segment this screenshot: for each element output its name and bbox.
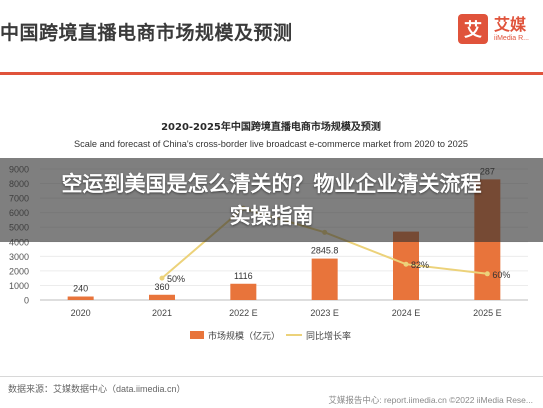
article-title-banner[interactable]: 空运到美国是怎么清关的？物业企业清关流程实操指南 (0, 158, 543, 242)
growth-rate-point (159, 275, 165, 281)
bar-value-label: 240 (73, 284, 88, 294)
x-tick-label: 2024 E (392, 308, 421, 318)
article-title: 空运到美国是怎么清关的？物业企业清关流程实操指南 (61, 172, 482, 228)
y-tick-label: 3000 (9, 252, 29, 262)
x-tick-label: 2021 (152, 308, 172, 318)
x-tick-label: 2023 E (310, 308, 339, 318)
logo-icon: 艾 (457, 14, 488, 44)
bar-value-label: 360 (154, 282, 169, 292)
x-tick-label: 2025 E (473, 308, 502, 318)
y-tick-label: 1000 (9, 281, 29, 291)
y-tick-label: 4000 (9, 237, 29, 247)
growth-rate-label: 82% (411, 260, 429, 270)
bar-value-label: 2845.8 (311, 246, 339, 256)
brand-logo: 艾 艾媒 iiMedia R... (457, 14, 529, 44)
header-divider (0, 72, 543, 75)
data-source: 数据来源：艾媒数据中心（data.iimedia.cn） (8, 384, 186, 394)
bar (67, 296, 94, 300)
bar-value-label: 1116 (234, 271, 253, 281)
bar (149, 294, 175, 300)
legend-label-bar: 市场规模（亿元） (208, 330, 280, 342)
legend-swatch-bar (190, 331, 204, 339)
growth-rate-label: 60% (492, 270, 510, 280)
growth-rate-point (403, 261, 409, 267)
y-tick-label: 2000 (9, 266, 29, 276)
growth-rate-label: 50% (167, 274, 185, 284)
copyright-text: 艾媒报告中心: report.iimedia.cn ©2022 iiMedia … (328, 395, 533, 405)
bar (230, 283, 257, 300)
chart-title: 2020-2025年中国跨境直播电商市场规模及预测 (161, 120, 381, 133)
bar (311, 258, 338, 300)
x-tick-label: 2020 (71, 308, 91, 318)
page-title: 中国跨境直播电商市场规模及预测 (0, 22, 293, 44)
legend-label-line: 同比增长率 (306, 330, 351, 342)
footer-divider (0, 376, 543, 377)
logo-name: 艾媒 (493, 14, 526, 34)
x-tick-label: 2022 E (229, 308, 258, 318)
logo-subtitle: iiMedia R... (493, 34, 529, 42)
y-tick-label: 0 (24, 296, 29, 306)
growth-rate-point (484, 271, 490, 277)
chart-subtitle: Scale and forecast of China's cross-bord… (74, 139, 468, 149)
